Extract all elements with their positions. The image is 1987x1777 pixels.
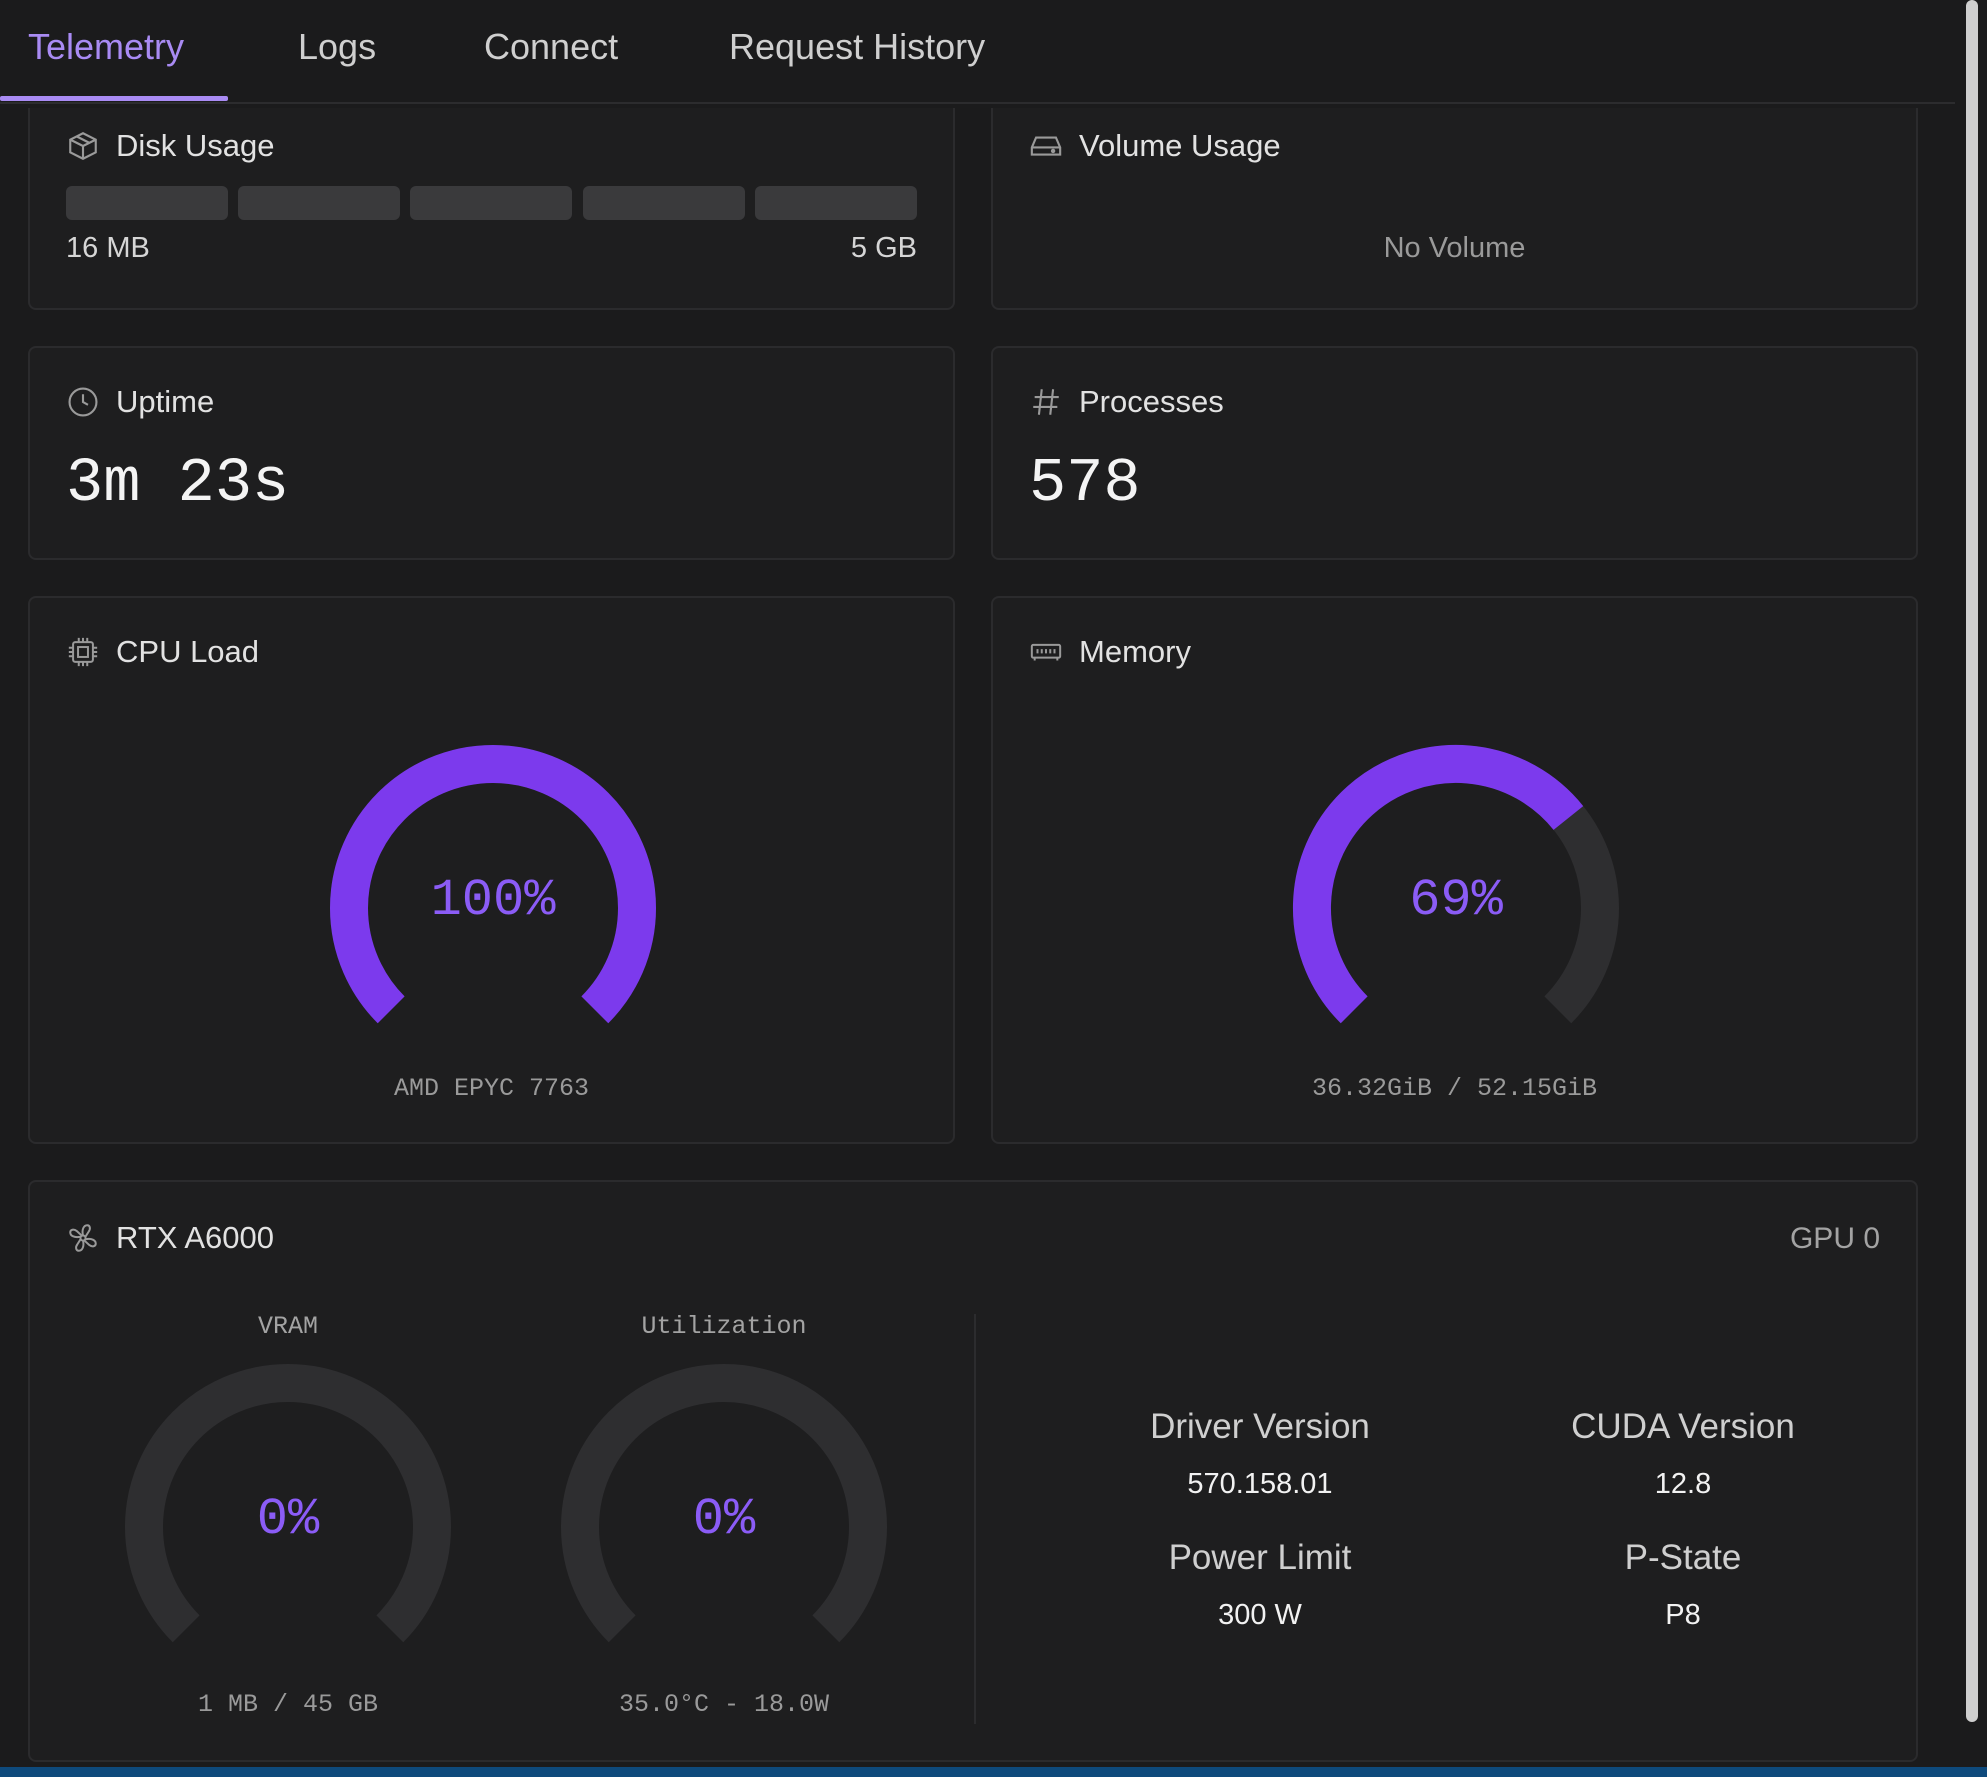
gauge-track bbox=[125, 1364, 451, 1643]
vertical-scrollbar[interactable] bbox=[1966, 0, 1978, 1722]
volume-usage-card: Volume Usage No Volume bbox=[991, 108, 1918, 310]
utilization-gauge: 0% bbox=[559, 1362, 889, 1662]
p-state-value: P8 bbox=[1665, 1599, 1701, 1631]
power-limit-value: 300 W bbox=[1218, 1599, 1302, 1631]
disk-used-value: 16 MB bbox=[66, 232, 150, 264]
cpu-percent-label: 100% bbox=[430, 871, 556, 930]
active-tab-indicator bbox=[0, 96, 228, 101]
clock-icon bbox=[66, 385, 100, 419]
memory-detail: 36.32GiB / 52.15GiB bbox=[1311, 1074, 1598, 1103]
disk-usage-segment bbox=[583, 186, 745, 220]
disk-usage-card: Disk Usage 16 MB 5 GB bbox=[28, 108, 955, 310]
gpu-name: RTX A6000 bbox=[116, 1220, 274, 1255]
tab-logs[interactable]: Logs bbox=[298, 26, 377, 67]
gauge-fill bbox=[330, 745, 656, 1024]
volume-status: No Volume bbox=[1383, 232, 1526, 264]
tab-request-history[interactable]: Request History bbox=[729, 26, 986, 67]
vram-gauge: 0% bbox=[123, 1362, 453, 1662]
driver-version-label: Driver Version bbox=[1150, 1407, 1370, 1446]
cpu-chip-icon bbox=[66, 635, 100, 669]
vram-percent-label: 0% bbox=[256, 1490, 320, 1549]
cuda-version-value: 12.8 bbox=[1654, 1468, 1712, 1500]
gauge-fill bbox=[1292, 744, 1584, 1024]
gauge-track bbox=[561, 1364, 887, 1643]
disk-total-value: 5 GB bbox=[850, 232, 917, 264]
disk-usage-segment bbox=[238, 186, 400, 220]
box-icon bbox=[66, 129, 100, 163]
disk-usage-title: Disk Usage bbox=[116, 128, 275, 163]
tab-telemetry[interactable]: Telemetry bbox=[28, 26, 185, 67]
volume-usage-title: Volume Usage bbox=[1079, 128, 1281, 163]
cuda-version-label: CUDA Version bbox=[1571, 1407, 1795, 1446]
gpu-divider bbox=[974, 1314, 976, 1724]
disk-usage-segment bbox=[410, 186, 572, 220]
disk-usage-segment bbox=[66, 186, 228, 220]
utilization-percent-label: 0% bbox=[692, 1490, 756, 1549]
cpu-model: AMD EPYC 7763 bbox=[393, 1074, 590, 1103]
drive-icon bbox=[1029, 129, 1063, 163]
driver-version-value: 570.158.01 bbox=[1187, 1468, 1333, 1500]
memory-percent-label: 69% bbox=[1409, 871, 1503, 930]
status-strip bbox=[0, 1767, 1987, 1777]
cpu-gauge: 100% bbox=[328, 743, 658, 1043]
uptime-card: Uptime 3m 23s bbox=[28, 346, 955, 560]
cpu-load-title: CPU Load bbox=[116, 634, 260, 669]
gpu-card: RTX A6000 GPU 0 VRAM 0% 1 MB / 45 GB Uti… bbox=[28, 1180, 1918, 1762]
memory-icon bbox=[1029, 635, 1063, 669]
utilization-detail: 35.0°C - 18.0W bbox=[618, 1690, 830, 1719]
vram-label: VRAM bbox=[257, 1312, 318, 1341]
fan-icon bbox=[66, 1221, 100, 1255]
disk-usage-segment bbox=[755, 186, 917, 220]
tab-bar: Telemetry Logs Connect Request History bbox=[0, 0, 1955, 104]
processes-title: Processes bbox=[1079, 384, 1224, 419]
memory-title: Memory bbox=[1079, 634, 1191, 669]
uptime-title: Uptime bbox=[116, 384, 215, 419]
tab-connect[interactable]: Connect bbox=[484, 26, 619, 67]
vram-detail: 1 MB / 45 GB bbox=[197, 1690, 379, 1719]
processes-value: 578 bbox=[1029, 448, 1141, 519]
p-state-label: P-State bbox=[1624, 1538, 1742, 1577]
memory-card: Memory 69% 36.32GiB / 52.15GiB bbox=[991, 596, 1918, 1144]
memory-gauge: 69% bbox=[1291, 743, 1621, 1043]
uptime-value: 3m 23s bbox=[66, 448, 290, 519]
cpu-load-card: CPU Load 100% AMD EPYC 7763 bbox=[28, 596, 955, 1144]
hash-icon bbox=[1029, 385, 1063, 419]
processes-card: Processes 578 bbox=[991, 346, 1918, 560]
gpu-index-label: GPU 0 bbox=[1789, 1222, 1880, 1255]
utilization-label: Utilization bbox=[641, 1312, 807, 1341]
power-limit-label: Power Limit bbox=[1168, 1538, 1352, 1577]
